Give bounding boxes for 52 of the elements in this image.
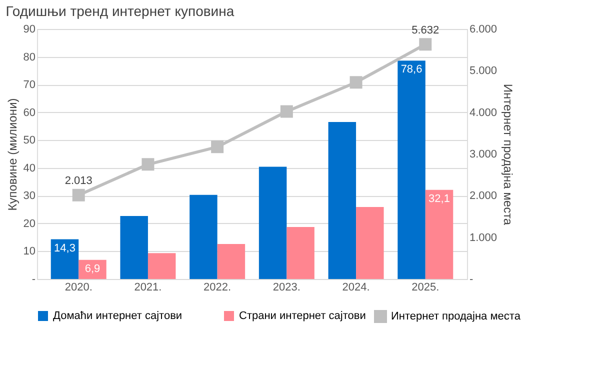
bar — [50, 239, 79, 279]
x-tick-label: 2020. — [64, 282, 92, 294]
y-tick-label: 40 — [23, 162, 36, 174]
bar — [217, 244, 246, 279]
point — [142, 158, 154, 171]
data-label: 14,3 — [54, 242, 76, 254]
y2-tick-label: 1.000 — [470, 232, 498, 244]
bar — [356, 207, 384, 279]
bar — [120, 216, 148, 279]
legend-label: Интернет продајна места — [391, 310, 522, 322]
bar — [425, 190, 454, 279]
bar — [398, 60, 426, 279]
point — [211, 140, 224, 154]
y2-tick-label: 5.000 — [470, 65, 498, 78]
y-tick-label: 70 — [23, 79, 36, 92]
y-tick-label: 20 — [23, 218, 36, 230]
x-tick-label: 2022. — [204, 282, 232, 294]
y-axis-title: Куповине (милиони) — [5, 98, 20, 211]
y-tick-label: 30 — [23, 190, 36, 202]
y-tick-label: 60 — [23, 106, 36, 119]
data-label: 6,9 — [84, 262, 100, 275]
x-tick-label: 2023. — [272, 282, 300, 294]
bar — [258, 166, 287, 279]
y2-tick-label: - — [470, 274, 474, 286]
data-label: 5.632 — [412, 24, 440, 36]
bar — [148, 253, 176, 279]
y-tick-label: 50 — [23, 134, 36, 147]
y2-tick-label: 2.000 — [470, 190, 498, 202]
legend-label: Домаћи интернет сајтови — [53, 310, 182, 322]
bar — [286, 227, 314, 279]
y-tick-label: - — [32, 274, 36, 286]
data-label: 78,6 — [400, 64, 422, 76]
x-tick-label: 2025. — [412, 282, 440, 294]
y-tick-label: 80 — [23, 51, 36, 64]
point — [72, 188, 85, 202]
legend-label: Страни интернет сајтови — [239, 310, 366, 322]
x-tick-label: 2024. — [342, 282, 370, 294]
bar — [328, 122, 356, 279]
y-tick-label: 90 — [23, 24, 36, 36]
y-tick-label: 10 — [23, 246, 36, 258]
chart-title: Годишњи тренд интернет куповина — [6, 3, 234, 19]
point — [419, 38, 432, 51]
data-label: 32,1 — [428, 192, 450, 205]
y2-axis-title: Интернет продајна места — [501, 84, 516, 226]
y2-tick-label: 6.000 — [470, 24, 498, 36]
x-tick-label: 2021. — [134, 282, 162, 294]
point — [280, 105, 293, 118]
data-label: 2.013 — [64, 175, 92, 188]
point — [350, 76, 362, 89]
y2-tick-label: 4.000 — [470, 106, 498, 119]
y2-tick-label: 3.000 — [470, 148, 498, 160]
bar — [190, 194, 218, 279]
